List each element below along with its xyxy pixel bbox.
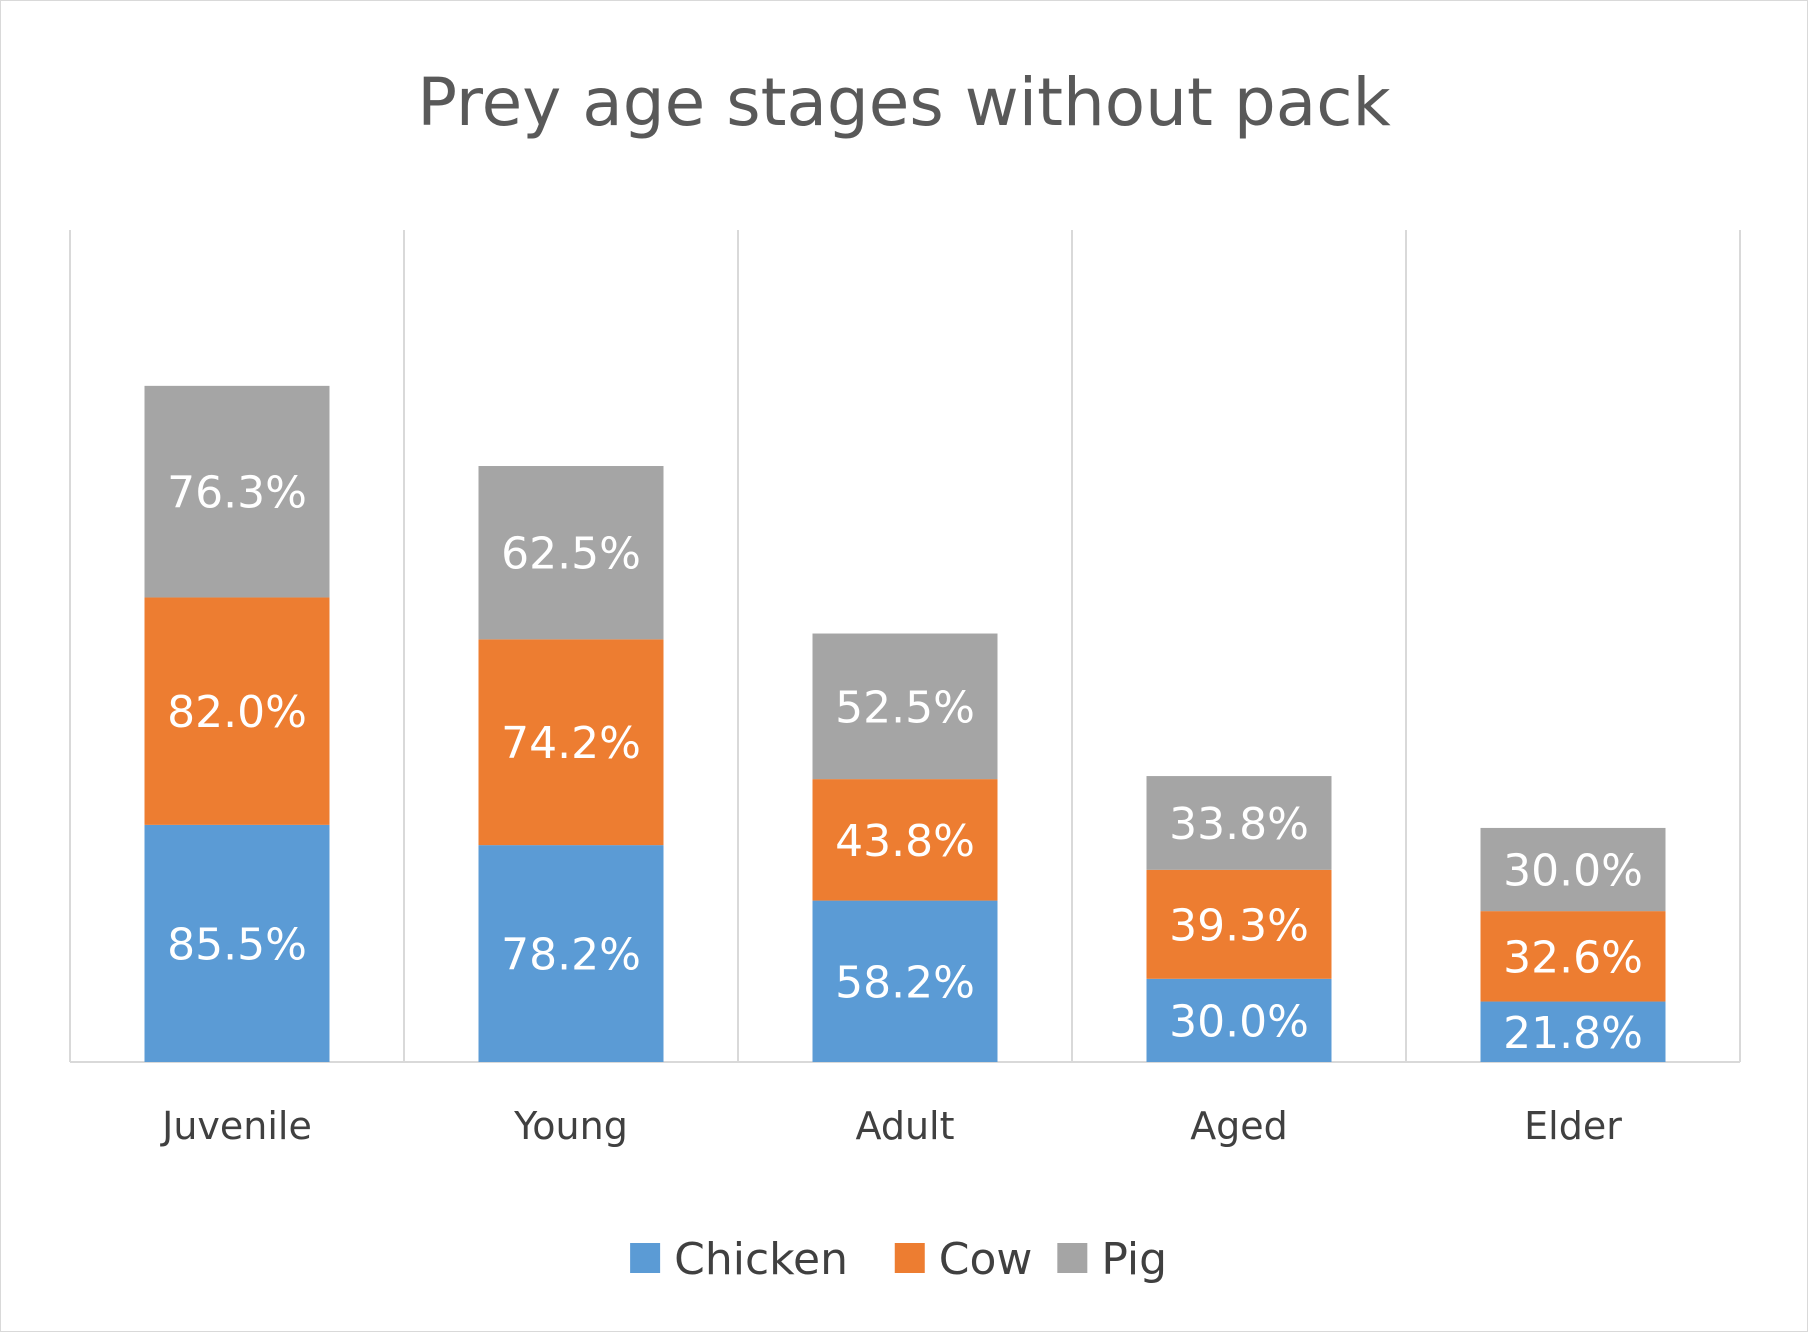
bars <box>144 385 1666 1062</box>
data-label: 85.5% <box>167 919 307 970</box>
category-separators <box>69 230 1741 1063</box>
bar-segment-cow-young <box>478 639 664 846</box>
bar-segment-pig-young <box>478 466 664 640</box>
legend-label: Pig <box>1101 1234 1167 1285</box>
x-tick-label: Aged <box>1190 1104 1288 1148</box>
legend-swatch-pig <box>1057 1243 1088 1273</box>
data-label: 52.5% <box>835 682 975 733</box>
chart-title: Prey age stages without pack <box>417 64 1391 141</box>
data-label: 32.6% <box>1503 932 1643 983</box>
data-label: 62.5% <box>501 529 641 580</box>
data-label: 33.8% <box>1169 799 1309 850</box>
data-label: 43.8% <box>835 816 975 867</box>
bar-segment-cow-adult <box>812 779 998 901</box>
data-label: 30.0% <box>1169 996 1309 1047</box>
bar-segment-cow-elder <box>1480 911 1666 1002</box>
data-label: 58.2% <box>835 957 975 1008</box>
data-label: 21.8% <box>1503 1008 1643 1059</box>
bar-segment-cow-aged <box>1146 869 1332 979</box>
data-label: 39.3% <box>1169 900 1309 951</box>
x-tick-label: Adult <box>856 1104 955 1148</box>
bar-segment-pig-elder <box>1480 827 1666 912</box>
bar-segment-pig-adult <box>812 633 998 780</box>
legend-swatch-cow <box>894 1243 925 1273</box>
data-labels: 85.5% 82.0% 76.3% 78.2% 74.2% 62.5% 58.2% 43.8%… <box>167 468 1643 1059</box>
bar-segment-chicken-young <box>478 845 664 1062</box>
bar-segment-chicken-elder <box>1480 1001 1666 1062</box>
bar-segment-chicken-adult <box>812 900 998 1062</box>
legend-label: Chicken <box>674 1234 848 1285</box>
bar-segment-cow-juvenile <box>144 597 330 825</box>
bar-segment-chicken-aged <box>1146 978 1332 1062</box>
x-tick-label: Juvenile <box>160 1104 312 1148</box>
legend-swatch-chicken <box>630 1243 661 1273</box>
legend: Chicken Cow Pig <box>630 1234 1167 1285</box>
data-label: 76.3% <box>167 468 307 519</box>
x-tick-label: Young <box>513 1104 628 1148</box>
data-label: 74.2% <box>501 718 641 769</box>
data-label: 78.2% <box>501 930 641 981</box>
data-label: 30.0% <box>1503 846 1643 897</box>
x-axis-tick-labels: Juvenile Young Adult Aged Elder <box>160 1104 1622 1148</box>
bar-segment-chicken-juvenile <box>144 824 330 1062</box>
data-label: 82.0% <box>167 687 307 738</box>
x-tick-label: Elder <box>1524 1104 1622 1148</box>
legend-label: Cow <box>939 1234 1033 1285</box>
bar-segment-pig-aged <box>1146 776 1332 870</box>
bar-segment-pig-juvenile <box>144 385 330 598</box>
